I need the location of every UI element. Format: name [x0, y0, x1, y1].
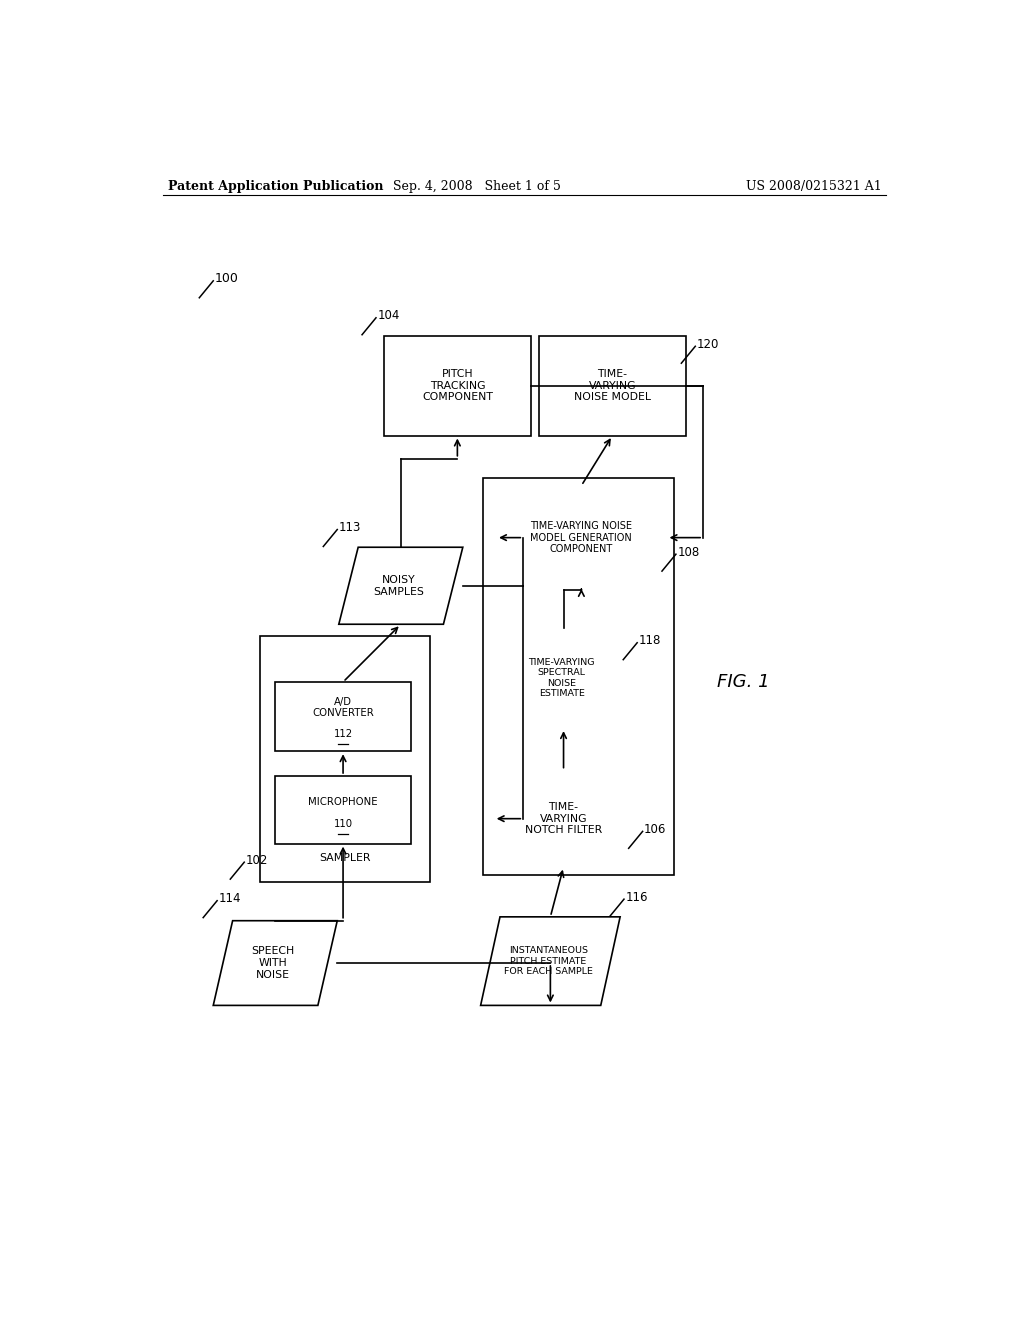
- Text: 118: 118: [639, 635, 662, 647]
- Text: 100: 100: [215, 272, 239, 285]
- Text: A/D
CONVERTER: A/D CONVERTER: [312, 697, 374, 718]
- FancyBboxPatch shape: [260, 636, 430, 882]
- Text: FIG. 1: FIG. 1: [717, 673, 770, 690]
- Text: 113: 113: [339, 521, 361, 535]
- Text: SPEECH
WITH
NOISE: SPEECH WITH NOISE: [252, 946, 295, 979]
- Text: MICROPHONE: MICROPHONE: [308, 797, 378, 807]
- FancyBboxPatch shape: [275, 682, 411, 751]
- Polygon shape: [339, 548, 463, 624]
- FancyBboxPatch shape: [494, 771, 633, 867]
- Text: 116: 116: [626, 891, 648, 904]
- Text: NOISY
SAMPLES: NOISY SAMPLES: [374, 576, 424, 597]
- Text: TIME-
VARYING
NOISE MODEL: TIME- VARYING NOISE MODEL: [573, 370, 651, 403]
- FancyBboxPatch shape: [539, 335, 686, 436]
- Text: 106: 106: [644, 822, 667, 836]
- FancyBboxPatch shape: [275, 776, 411, 843]
- Text: Patent Application Publication: Patent Application Publication: [168, 180, 384, 193]
- FancyBboxPatch shape: [483, 478, 675, 875]
- Text: INSTANTANEOUS
PITCH ESTIMATE
FOR EACH SAMPLE: INSTANTANEOUS PITCH ESTIMATE FOR EACH SA…: [504, 946, 593, 975]
- Text: 114: 114: [219, 892, 242, 906]
- Polygon shape: [494, 628, 633, 729]
- Text: 112: 112: [334, 729, 352, 739]
- Text: TIME-VARYING
SPECTRAL
NOISE
ESTIMATE: TIME-VARYING SPECTRAL NOISE ESTIMATE: [528, 659, 595, 698]
- Text: TIME-
VARYING
NOTCH FILTER: TIME- VARYING NOTCH FILTER: [525, 803, 602, 836]
- Polygon shape: [213, 921, 337, 1006]
- Polygon shape: [480, 917, 621, 1006]
- Text: 108: 108: [678, 545, 699, 558]
- Text: 120: 120: [697, 338, 719, 351]
- FancyBboxPatch shape: [384, 335, 531, 436]
- Text: TIME-VARYING NOISE
MODEL GENERATION
COMPONENT: TIME-VARYING NOISE MODEL GENERATION COMP…: [530, 521, 633, 554]
- Text: SAMPLER: SAMPLER: [319, 853, 371, 863]
- Text: 102: 102: [246, 854, 268, 867]
- Text: 104: 104: [378, 309, 400, 322]
- Text: US 2008/0215321 A1: US 2008/0215321 A1: [745, 180, 882, 193]
- Text: Sep. 4, 2008   Sheet 1 of 5: Sep. 4, 2008 Sheet 1 of 5: [393, 180, 561, 193]
- Text: 110: 110: [334, 818, 352, 829]
- FancyBboxPatch shape: [496, 486, 667, 590]
- Text: PITCH
TRACKING
COMPONENT: PITCH TRACKING COMPONENT: [422, 370, 493, 403]
